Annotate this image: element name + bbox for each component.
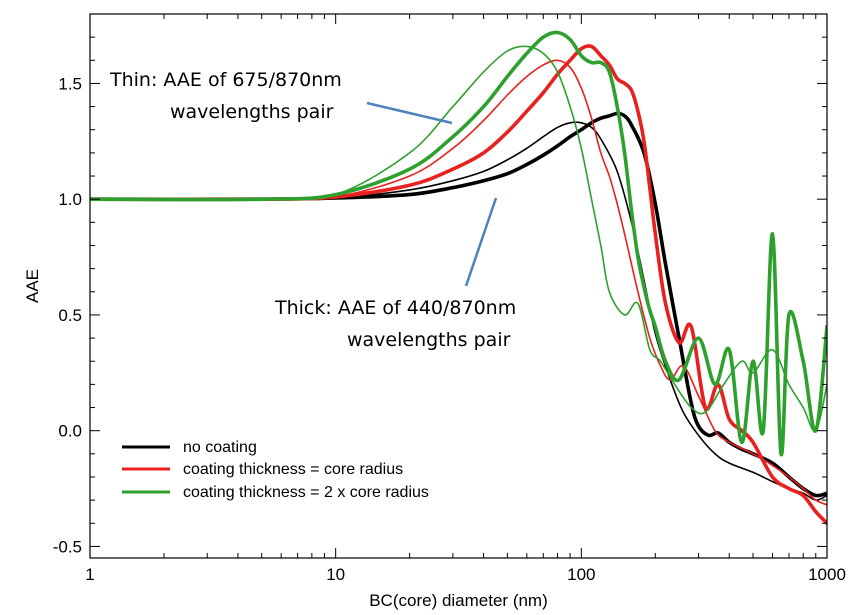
y-tick-label: -0.5 bbox=[53, 537, 82, 556]
tick-layer: 1 10 100 1000 -0.5 0.0 0.5 1.0 1.5 bbox=[53, 14, 846, 584]
legend: no coating coating thickness = core radi… bbox=[122, 439, 429, 501]
thin-annotation-line-1: Thin: AAE of 675/870nm bbox=[109, 69, 342, 91]
legend-label-no-coating: no coating bbox=[183, 439, 257, 456]
series-line-3 bbox=[90, 59, 827, 506]
x-tick-label: 100 bbox=[567, 565, 595, 584]
series-line-4 bbox=[90, 30, 827, 457]
annotation-thin: Thin: AAE of 675/870nm wavelengths pair bbox=[109, 69, 453, 125]
series-line-2 bbox=[90, 44, 827, 526]
y-tick-label: 0.5 bbox=[58, 306, 82, 325]
y-axis-title: AAE bbox=[23, 269, 42, 303]
y-tick-label: 1.0 bbox=[58, 190, 82, 209]
x-tick-label: 10 bbox=[326, 565, 345, 584]
series-layer bbox=[90, 30, 827, 526]
y-tick-label: 1.5 bbox=[58, 74, 82, 93]
thick-annotation-line-2: wavelengths pair bbox=[347, 329, 511, 351]
series-line-5 bbox=[90, 45, 827, 432]
x-tick-label: 1 bbox=[85, 565, 94, 584]
thick-annotation-pointer bbox=[464, 197, 498, 287]
plot-frame bbox=[89, 13, 828, 559]
x-tick-label: 1000 bbox=[808, 565, 846, 584]
x-axis-title: BC(core) diameter (nm) bbox=[369, 591, 548, 610]
y-tick-label: 0.0 bbox=[58, 422, 82, 441]
series-line-1 bbox=[90, 121, 827, 501]
annotation-thick: Thick: AAE of 440/870nm wavelengths pair bbox=[274, 197, 516, 351]
thick-annotation-line-1: Thick: AAE of 440/870nm bbox=[274, 297, 516, 319]
thin-annotation-pointer bbox=[366, 101, 453, 125]
legend-label-coating-2x: coating thickness = 2 x core radius bbox=[183, 484, 429, 501]
thin-annotation-line-2: wavelengths pair bbox=[170, 101, 334, 123]
legend-label-coating-1x: coating thickness = core radius bbox=[183, 461, 403, 478]
